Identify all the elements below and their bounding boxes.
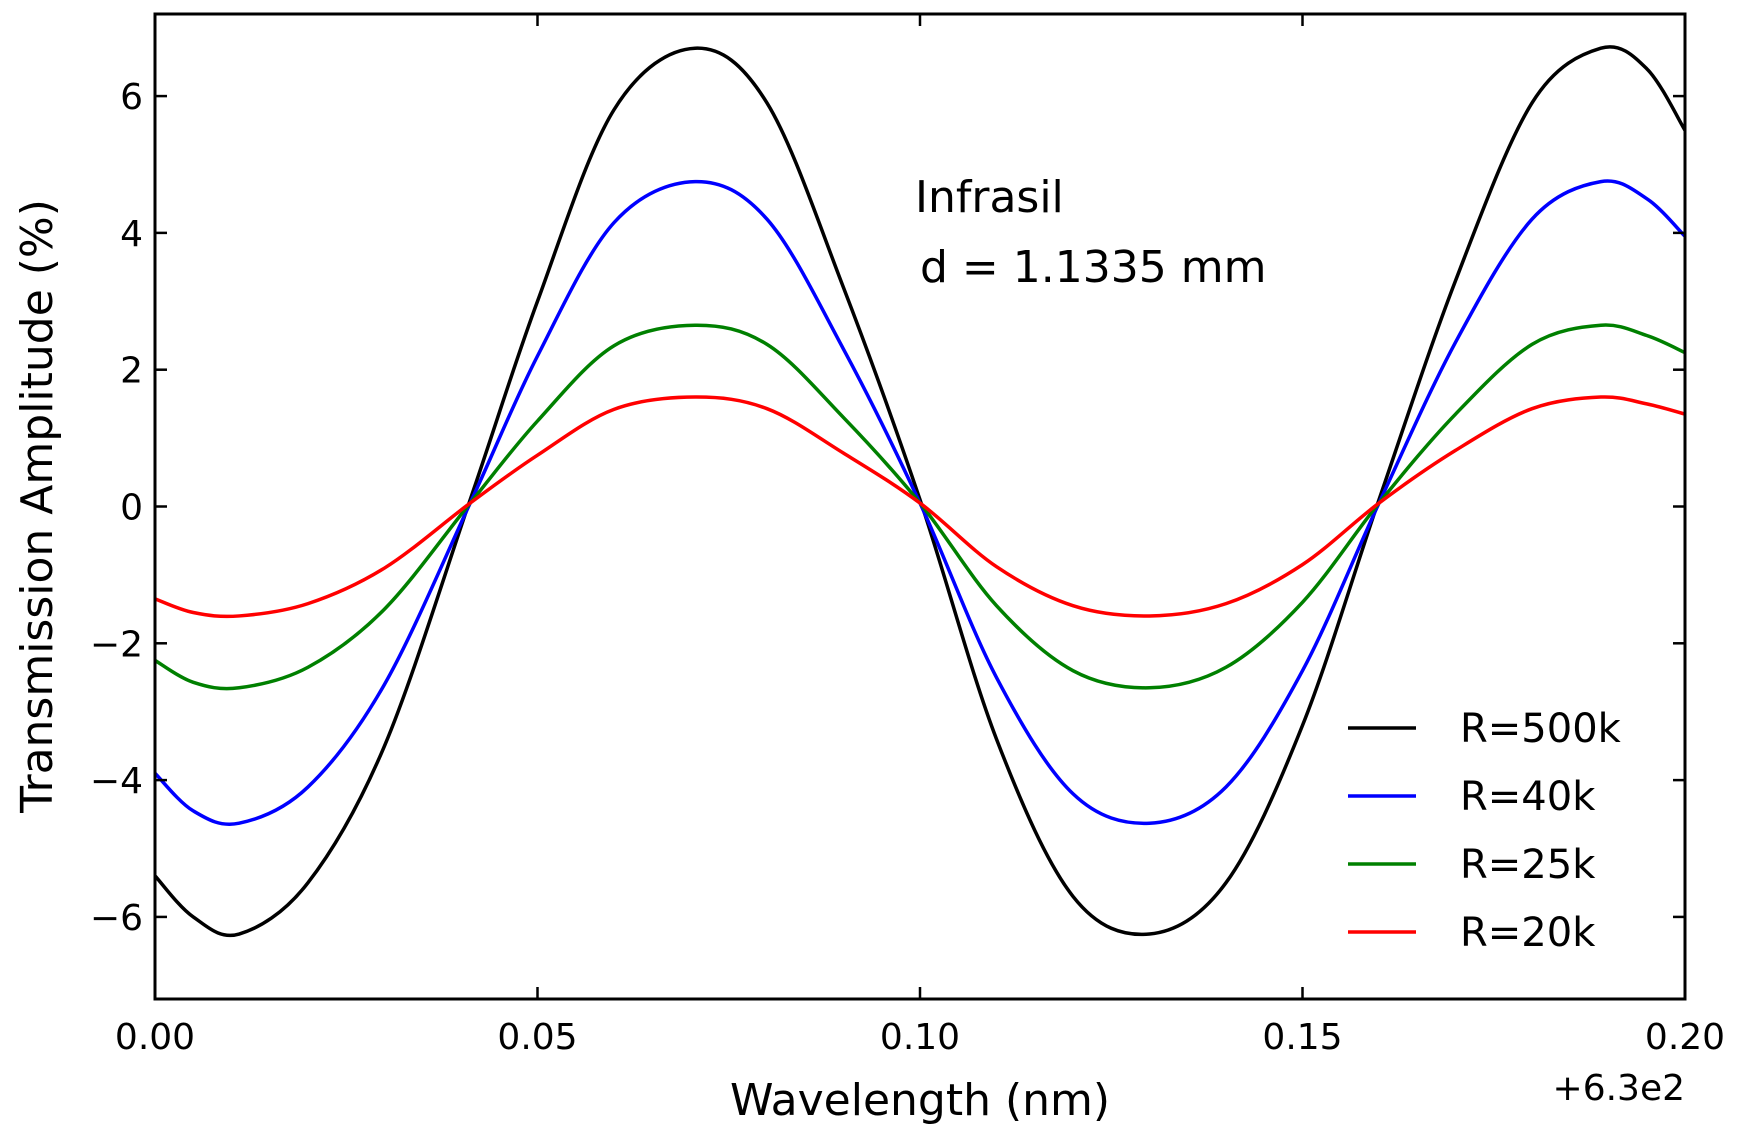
y-axis-label: Transmission Amplitude (%) [12,199,63,814]
y-tick-label: −2 [90,624,143,665]
legend-label: R=500k [1460,706,1622,752]
x-axis-label: Wavelength (nm) [730,1075,1110,1125]
x-tick-label: 0.10 [880,1017,960,1058]
y-tick-label: −6 [90,898,143,939]
ticks-layer: 0.00 0.05 0.10 0.15 0.20 −6 −4 −2 0 2 4 6 [90,14,1725,1058]
y-tick-label: 0 [120,488,143,529]
series-layer [155,45,1685,938]
series-line-r-20k [155,395,1685,619]
x-axis-offset-label: +6.3e2 [1553,1068,1685,1109]
material-annotation: Infrasil [915,172,1064,223]
x-tick-label: 0.20 [1645,1017,1725,1058]
x-tick-label: 0.15 [1262,1017,1342,1058]
legend-label: R=20k [1460,910,1596,956]
legend: R=500k R=40k R=25k R=20k [1348,706,1622,956]
y-tick-label: 6 [120,77,143,118]
y-tick-label: 4 [120,214,143,255]
legend-label: R=25k [1460,842,1596,888]
y-tick-label: −4 [90,761,143,802]
thickness-annotation: d = 1.1335 mm [920,242,1266,293]
legend-label: R=40k [1460,774,1596,820]
y-tick-label: 2 [120,351,143,392]
x-tick-label: 0.05 [497,1017,577,1058]
x-tick-label: 0.00 [115,1017,195,1058]
